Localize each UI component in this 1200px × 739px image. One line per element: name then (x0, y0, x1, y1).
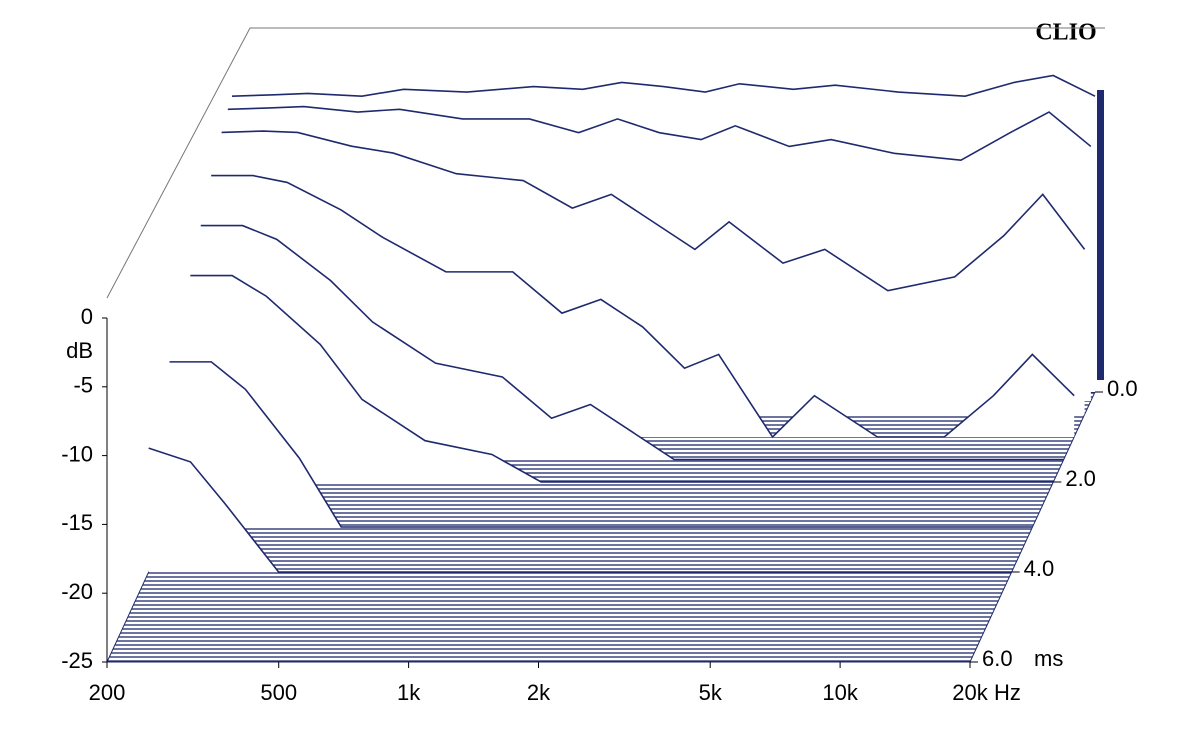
x-tick-label: 20k (952, 680, 988, 705)
slice-fill (190, 275, 1054, 482)
slice-fill (200, 225, 1064, 460)
x-tick-label: 10k (822, 680, 858, 705)
side-bar (1097, 90, 1104, 380)
y-tick-label: -20 (61, 579, 93, 604)
slice-line (148, 447, 1012, 573)
slice-line (211, 174, 1075, 439)
box-outline (106, 27, 1105, 299)
y-unit: dB (66, 338, 93, 363)
slice-fill (169, 361, 1033, 527)
z-tick-label: 0.0 (1107, 376, 1138, 401)
x-unit: Hz (994, 680, 1021, 705)
slice-fill (148, 448, 1012, 572)
brand: CLIO (1035, 20, 1096, 46)
y-tick-label: -25 (61, 648, 93, 673)
x-tick-label: 500 (260, 680, 297, 705)
x-tick-label: 5k (699, 680, 723, 705)
y-tick-label: 0 (81, 304, 93, 329)
x-tick-label: 200 (89, 680, 126, 705)
z-unit: ms (1034, 646, 1063, 671)
x-tick-label: 2k (527, 680, 551, 705)
slice-line (169, 361, 1033, 528)
z-tick-label: 2.0 (1065, 466, 1096, 491)
y-tick-label: -15 (61, 510, 93, 535)
z-tick-label: 6.0 (982, 646, 1013, 671)
y-tick-label: -5 (73, 373, 93, 398)
slice-line (231, 74, 1096, 97)
x-tick-label: 1k (397, 680, 421, 705)
slice-line (190, 274, 1054, 483)
slice-line (200, 224, 1064, 461)
z-tick-label: 4.0 (1024, 556, 1055, 581)
y-tick-label: -10 (61, 441, 93, 466)
slice-line (227, 105, 1092, 162)
slice-line (221, 130, 1086, 292)
